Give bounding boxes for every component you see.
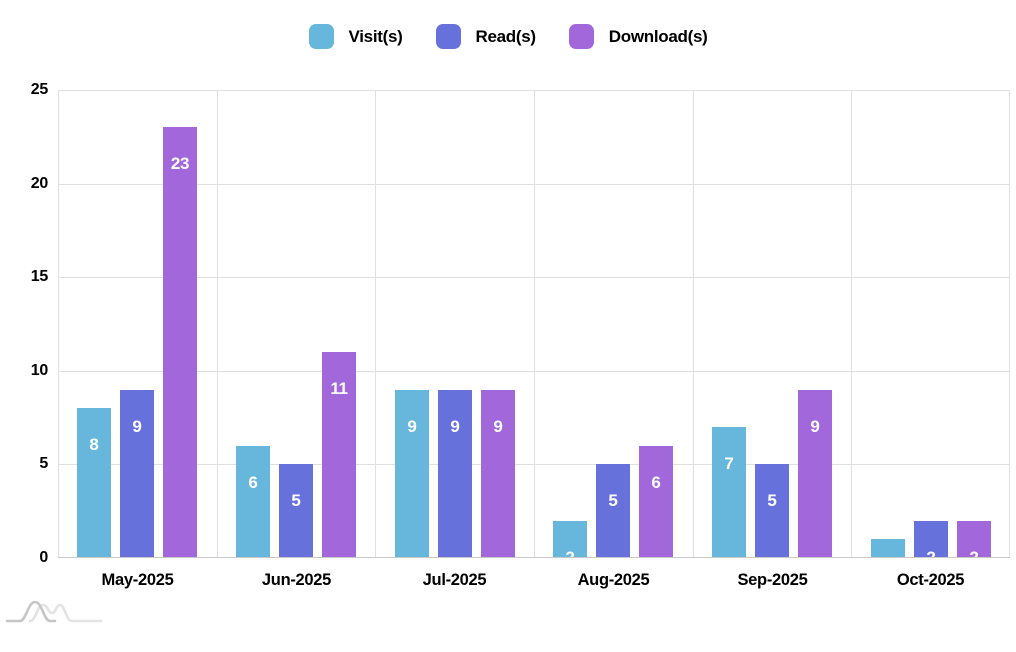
bar-download-s-oct-2025[interactable]: 2 [957,521,991,558]
x-axis-line [58,557,1010,558]
bar-value-label: 23 [170,154,190,173]
x-tick-label-oct-2025: Oct-2025 [896,571,965,589]
legend-label: Read(s) [475,26,537,46]
bar-read-s-jun-2025[interactable]: 5 [279,464,313,558]
bar-value-label: 9 [132,417,142,436]
plot-area: 8 9 23 6 5 11 9 9 9 2 5 6 7 5 9 1 2 2 [58,90,1010,558]
bar-value-label: 2 [926,548,936,558]
bar-value-label: 2 [565,548,575,558]
bar-value-label: 7 [724,454,734,473]
gridline-x-3 [534,90,535,558]
bar-read-s-sep-2025[interactable]: 5 [755,464,789,558]
bar-value-label: 9 [407,417,417,436]
watermark-light-curve [28,603,103,623]
watermark-dark-curve [5,600,57,623]
bar-value-label: 11 [330,379,348,398]
bar-value-label: 5 [767,491,777,510]
y-tick-label-15: 15 [30,268,49,285]
chart-legend: Visit(s) Read(s) Download(s) [0,24,1016,49]
bar-value-label: 5 [608,491,618,510]
bar-visit-s-jul-2025[interactable]: 9 [395,390,429,558]
bar-download-s-sep-2025[interactable]: 9 [798,390,832,558]
bar-value-label: 8 [89,435,99,454]
bar-read-s-oct-2025[interactable]: 2 [914,521,948,558]
bar-visit-s-oct-2025[interactable]: 1 [871,539,905,558]
chart-watermark-logo[interactable] [4,592,104,630]
bar-read-s-jul-2025[interactable]: 9 [438,390,472,558]
x-tick-label-sep-2025: Sep-2025 [737,571,808,589]
y-tick-label-25: 25 [30,81,49,98]
legend-label: Visit(s) [348,26,403,46]
gridline-x-1 [217,90,218,558]
y-tick-label-20: 20 [30,175,49,192]
y-tick-label-10: 10 [30,362,49,379]
bar-download-s-jul-2025[interactable]: 9 [481,390,515,558]
bar-visit-s-jun-2025[interactable]: 6 [236,446,270,558]
bar-value-label: 2 [969,548,979,558]
bar-value-label: 9 [450,417,460,436]
bar-value-label: 5 [291,491,301,510]
bar-read-s-may-2025[interactable]: 9 [120,390,154,558]
x-tick-label-aug-2025: Aug-2025 [577,571,650,589]
gridline-x-2 [375,90,376,558]
bar-download-s-may-2025[interactable]: 23 [163,127,197,558]
bar-visit-s-sep-2025[interactable]: 7 [712,427,746,558]
y-tick-label-0: 0 [39,549,48,566]
bar-value-label: 6 [248,473,258,492]
gridline-x-5 [851,90,852,558]
bar-value-label: 9 [493,417,503,436]
gridline-x-4 [693,90,694,558]
y-tick-label-5: 5 [39,455,48,472]
bar-visit-s-aug-2025[interactable]: 2 [553,521,587,558]
bar-value-label: 6 [651,473,661,492]
gridline-x-6 [1009,90,1010,558]
legend-label: Download(s) [608,26,708,46]
legend-item-visit-s[interactable]: Visit(s) [308,24,403,49]
gridline-x-0 [58,90,59,558]
legend-swatch-download-s [568,24,594,49]
legend-item-download-s[interactable]: Download(s) [568,24,708,49]
legend-swatch-read-s [435,24,461,49]
x-tick-label-jun-2025: Jun-2025 [261,571,332,589]
bar-download-s-jun-2025[interactable]: 11 [322,352,356,558]
x-tick-label-jul-2025: Jul-2025 [422,571,487,589]
x-tick-label-may-2025: May-2025 [101,571,174,589]
bar-value-label: 9 [810,417,820,436]
bar-download-s-aug-2025[interactable]: 6 [639,446,673,558]
legend-swatch-visit-s [308,24,334,49]
bar-read-s-aug-2025[interactable]: 5 [596,464,630,558]
legend-item-read-s[interactable]: Read(s) [435,24,537,49]
bar-visit-s-may-2025[interactable]: 8 [77,408,111,558]
